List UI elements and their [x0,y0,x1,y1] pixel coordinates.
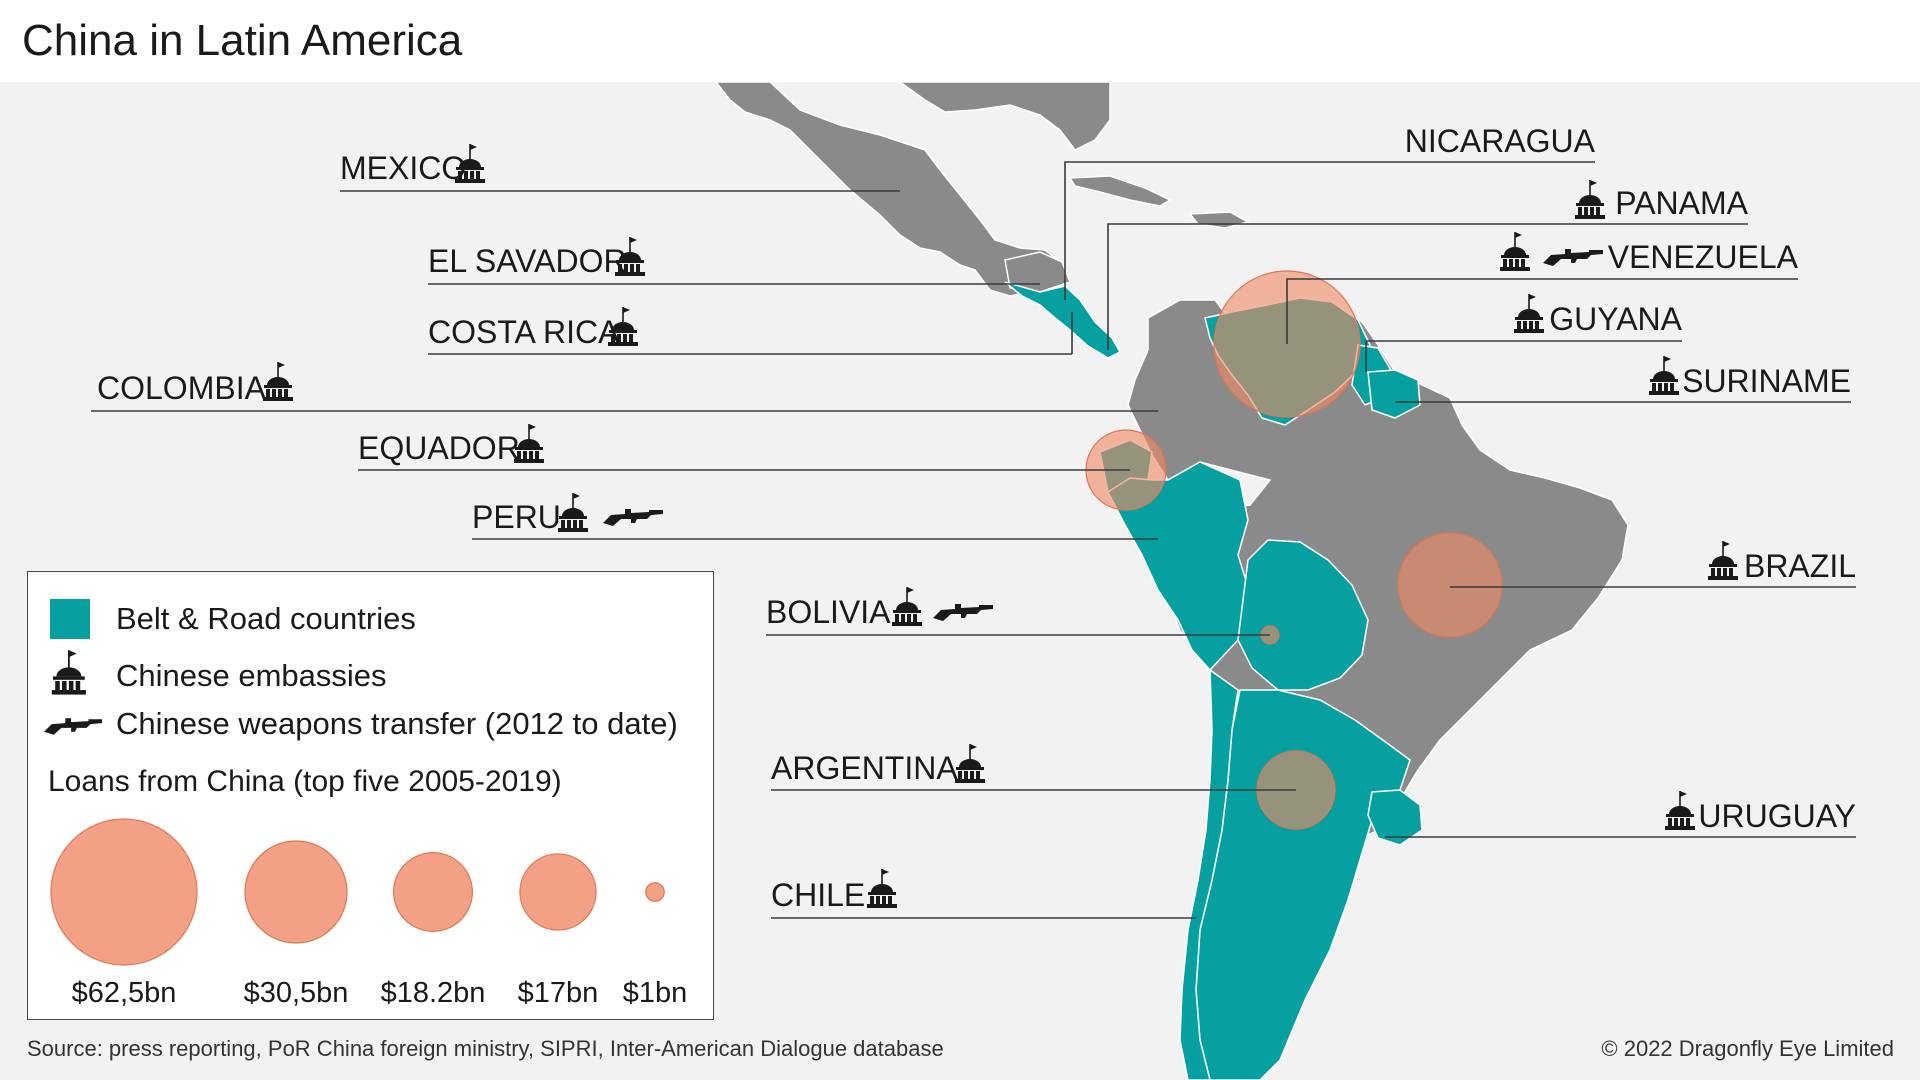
title-bar: China in Latin America [0,0,1920,82]
embassy-icon [954,743,986,784]
label-venezuela: VENEZUELA [1608,239,1799,275]
loan-scale-label: $62,5bn [72,977,177,1009]
source-note: Source: press reporting, PoR China forei… [27,1036,944,1061]
country-labels: MEXICO EL SAVADOR COSTA RICA COLOMBIA EQ… [97,123,1856,913]
label-panama: PANAMA [1615,185,1748,221]
embassy-icon [557,492,589,533]
embassy-icon [50,649,87,696]
label-colombia: COLOMBIA [97,370,267,406]
belt-road-swatch [50,599,90,639]
legend: Belt & Road countries Chinese embassies … [27,571,714,1020]
embassy-icon [866,868,898,909]
leader-lines [91,161,1856,919]
us-southeast [897,81,1111,151]
loan-scale-label: $30,5bn [244,977,349,1009]
label-argentina: ARGENTINA [771,750,958,786]
loan-bubble-brazil [1397,532,1503,638]
legend-weapons: Chinese weapons transfer (2012 to date) [116,706,678,741]
page-title: China in Latin America [22,16,463,65]
label-ecuador: EQUADOR [358,430,520,466]
bolivia-bri [1237,539,1369,691]
embassy-icon [1707,540,1739,581]
loan-scale-bubble [519,853,597,931]
legend-loans-title: Loans from China (top five 2005-2019) [48,765,562,798]
copyright: © 2022 Dragonfly Eye Limited [1601,1036,1894,1061]
label-uruguay: URUGUAY [1698,798,1856,834]
rifle-icon [933,604,993,621]
loan-scale-label: $17bn [518,977,599,1009]
label-el-salvador: EL SAVADOR [428,243,627,279]
embassy-icon [1574,179,1606,220]
mexico-shape [714,81,1061,297]
land-mass [714,81,1629,839]
cuba [1068,175,1172,207]
label-costa-rica: COSTA RICA [428,314,620,350]
loan-scale-label: $18.2bn [381,977,486,1009]
embassy-icon [262,361,294,402]
legend-embassies: Chinese embassies [116,658,387,693]
embassy-icon [1664,790,1696,831]
rifle-icon [44,718,103,735]
loan-scale-label: $1bn [623,977,688,1009]
embassy-icon [1499,231,1531,272]
label-peru: PERU [472,499,561,535]
rifle-icon [603,509,663,526]
loan-scale-bubble [50,818,198,966]
embassy-icon [1648,355,1680,396]
label-mexico: MEXICO [340,150,466,186]
central-america-north [1004,251,1071,293]
legend-belt-road: Belt & Road countries [116,601,416,636]
label-brazil: BRAZIL [1744,548,1856,584]
label-guyana: GUYANA [1549,301,1682,337]
loan-scale-bubble [244,840,348,944]
embassy-icon [1513,293,1545,334]
label-chile: CHILE [771,877,865,913]
hispaniola [1188,211,1251,229]
embassy-icon [891,586,923,627]
label-suriname: SURINAME [1682,363,1851,399]
chile-bri [1179,668,1239,1080]
central-america-bri [1004,281,1122,359]
loan-scale: $62,5bn $30,5bn $18.2bn $17bn $1bn [50,818,688,1009]
suriname-bri [1367,369,1421,419]
label-bolivia: BOLIVIA [766,594,891,630]
rifle-icon [1543,249,1603,266]
loan-scale-bubble [645,882,665,902]
loan-scale-bubble [393,852,473,932]
label-nicaragua: NICARAGUA [1405,123,1596,159]
